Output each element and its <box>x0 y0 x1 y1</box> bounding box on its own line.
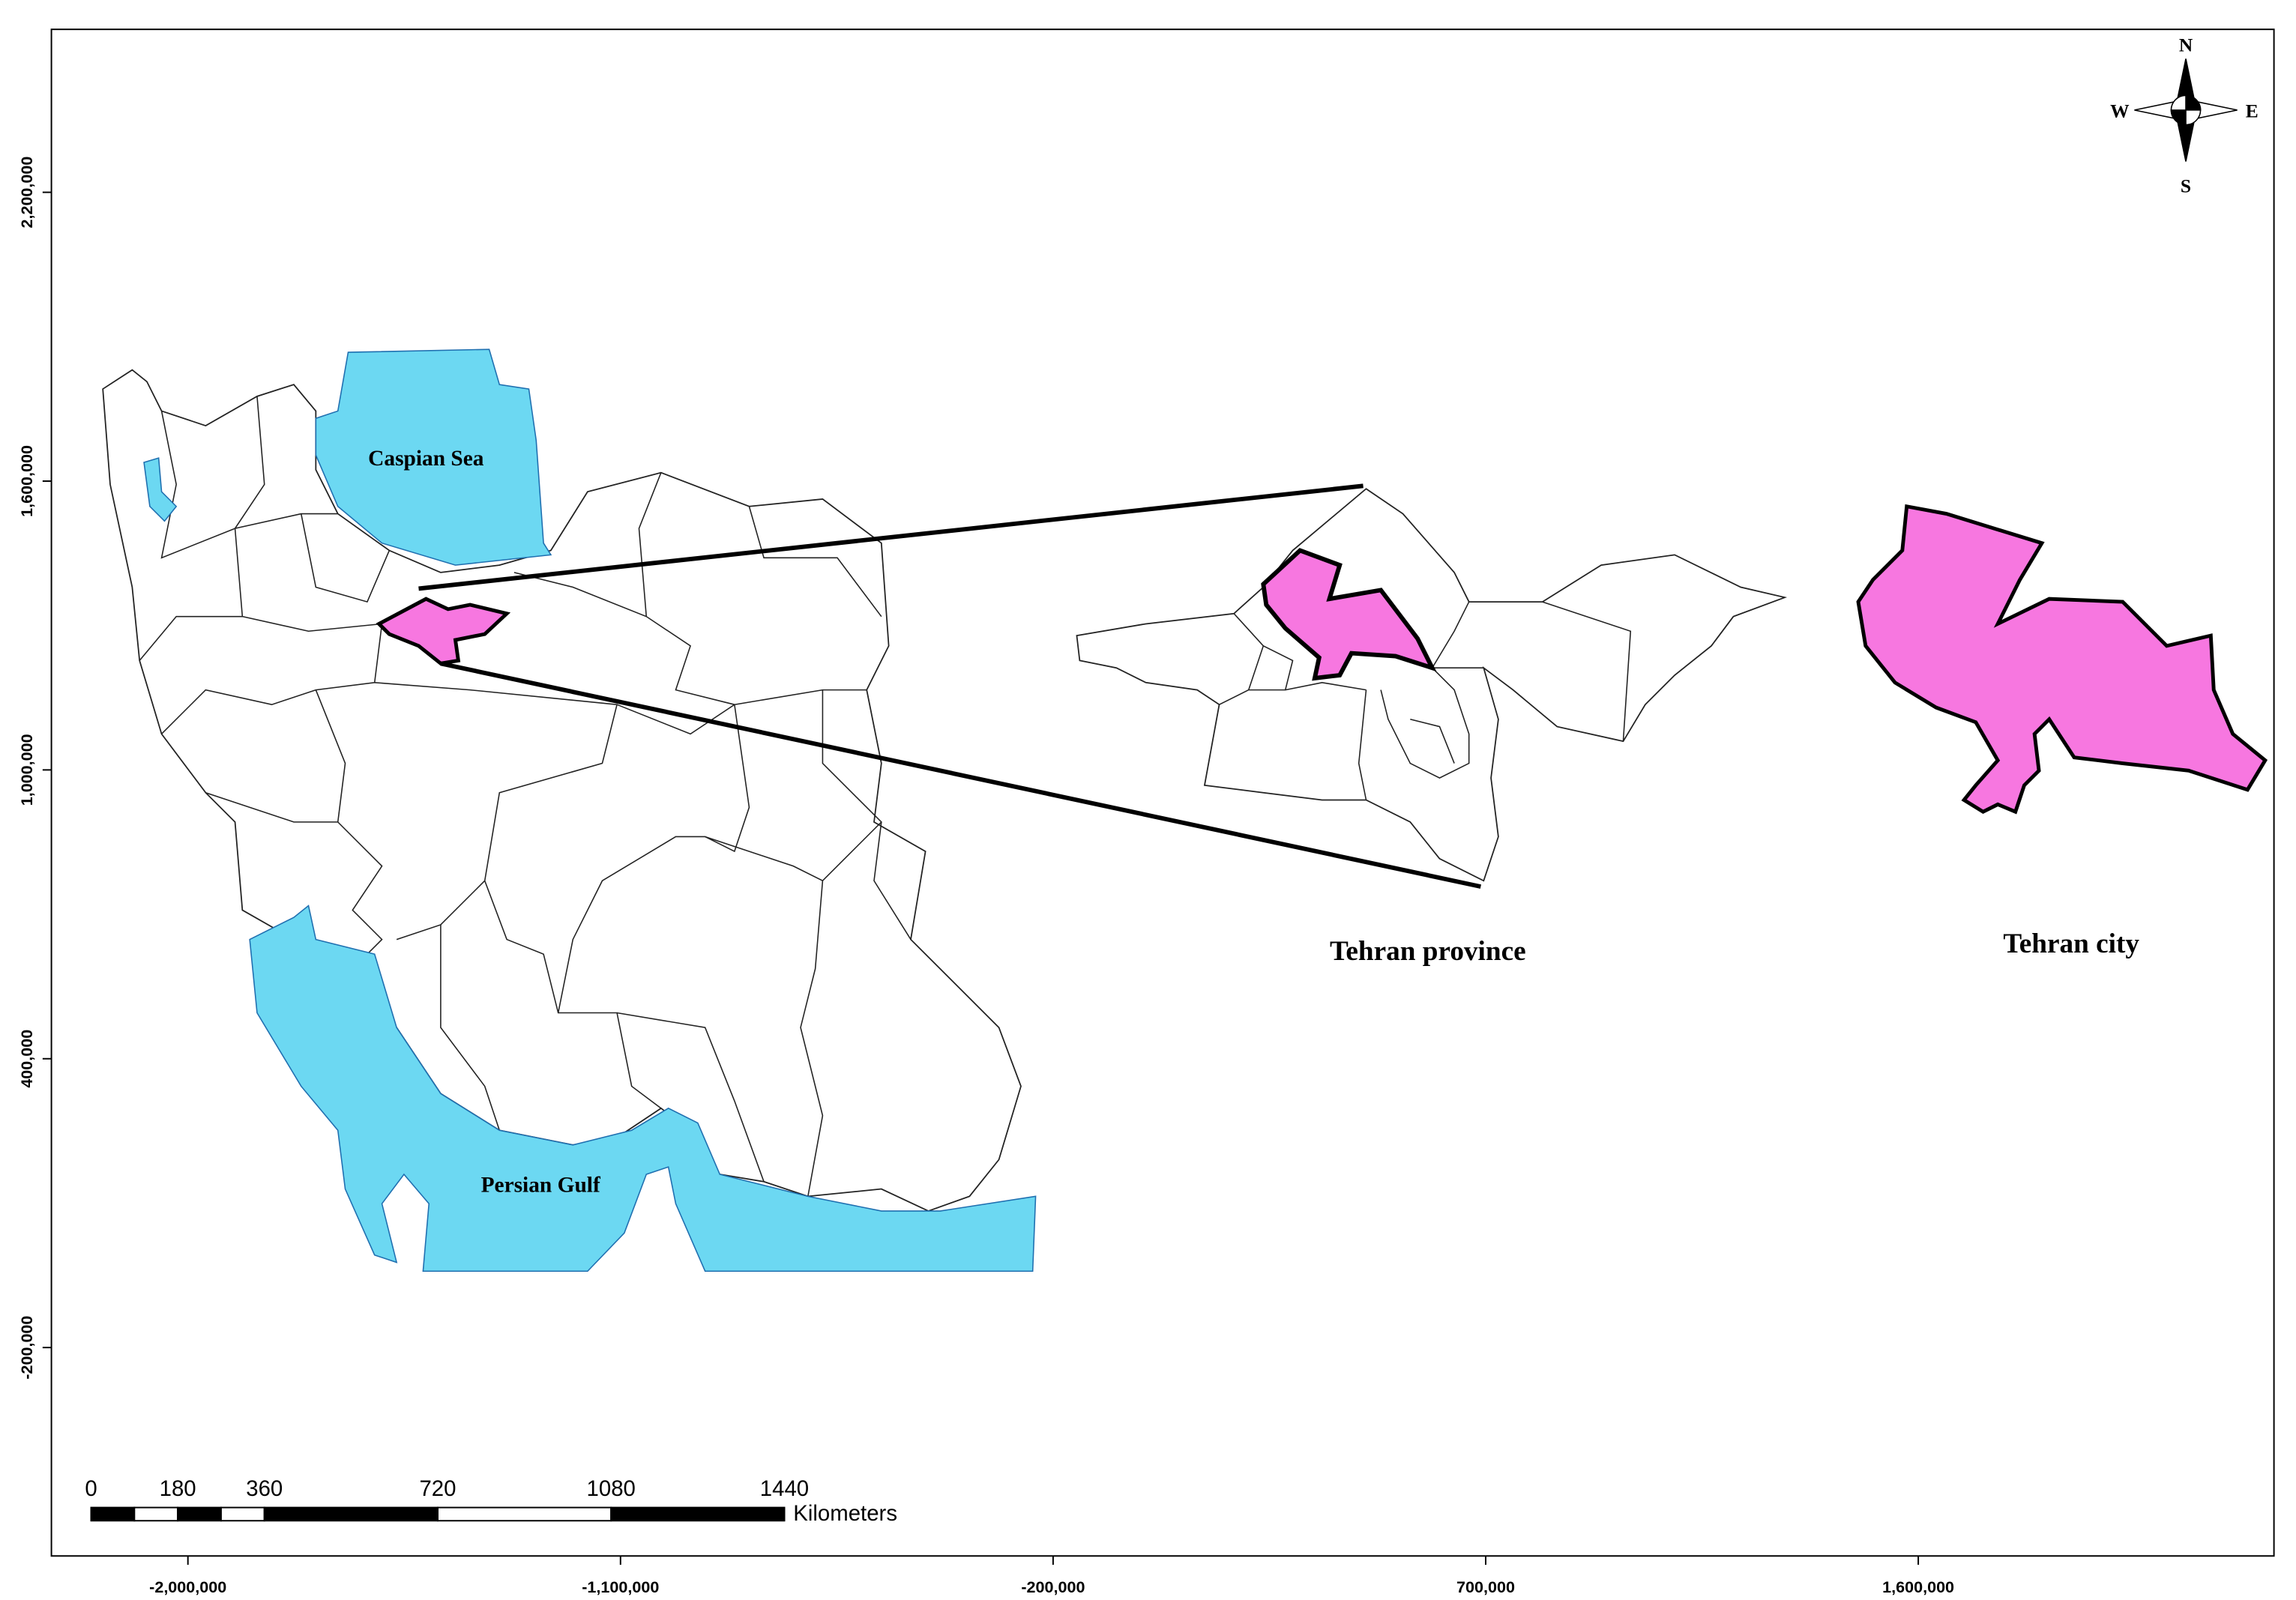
scale-label: 180 <box>160 1476 196 1501</box>
scale-segment <box>133 1506 179 1522</box>
x-tick-label: -2,000,000 <box>149 1578 226 1596</box>
y-tick-label: -200,000 <box>17 1316 36 1380</box>
zoom-line <box>440 661 1481 889</box>
tehran-highlight <box>376 597 511 665</box>
scale-segment <box>90 1506 136 1522</box>
caspian-sea <box>315 348 552 566</box>
y-tick-label: 400,000 <box>17 1030 36 1088</box>
north-arrow <box>2134 58 2238 162</box>
scale-segment <box>263 1506 439 1522</box>
sea-label: Persian Gulf <box>481 1173 601 1197</box>
scale-label: 1080 <box>587 1476 636 1501</box>
scale-label: 720 <box>419 1476 456 1501</box>
scale-label: 360 <box>246 1476 283 1501</box>
persian-gulf <box>249 905 1037 1273</box>
county-borders <box>1219 601 1632 800</box>
x-tick-label: -1,100,000 <box>582 1578 659 1596</box>
map-label: Tehran city <box>2003 929 2139 959</box>
tehran-in-province <box>1261 548 1437 681</box>
sea-label: Caspian Sea <box>368 447 484 471</box>
scale-unit: Kilometers <box>793 1501 897 1526</box>
tehran-city <box>1856 504 2268 815</box>
scale-segment <box>610 1506 786 1522</box>
x-tick-label: 700,000 <box>1456 1578 1515 1596</box>
compass-label: W <box>2110 100 2130 122</box>
scale-label: 0 <box>85 1476 97 1501</box>
x-tick-label: 1,600,000 <box>1882 1578 1954 1596</box>
scale-segment <box>177 1506 222 1522</box>
scale-segment <box>220 1506 265 1522</box>
compass-label: S <box>2181 175 2191 197</box>
zoom-line <box>418 483 1364 591</box>
lake-urmia <box>143 457 178 522</box>
x-tick-label: -200,000 <box>1021 1578 1085 1596</box>
compass-label: E <box>2246 100 2259 122</box>
y-tick-label: 1,600,000 <box>17 445 36 517</box>
province-borders <box>139 396 912 1197</box>
map-label: Tehran province <box>1330 936 1526 967</box>
scale-segment <box>437 1506 612 1522</box>
y-tick-label: 1,000,000 <box>17 734 36 806</box>
compass-label: N <box>2179 34 2193 56</box>
scale-label: 1440 <box>760 1476 809 1501</box>
y-tick-label: 2,200,000 <box>17 157 36 229</box>
tehran-province <box>1076 488 1788 882</box>
